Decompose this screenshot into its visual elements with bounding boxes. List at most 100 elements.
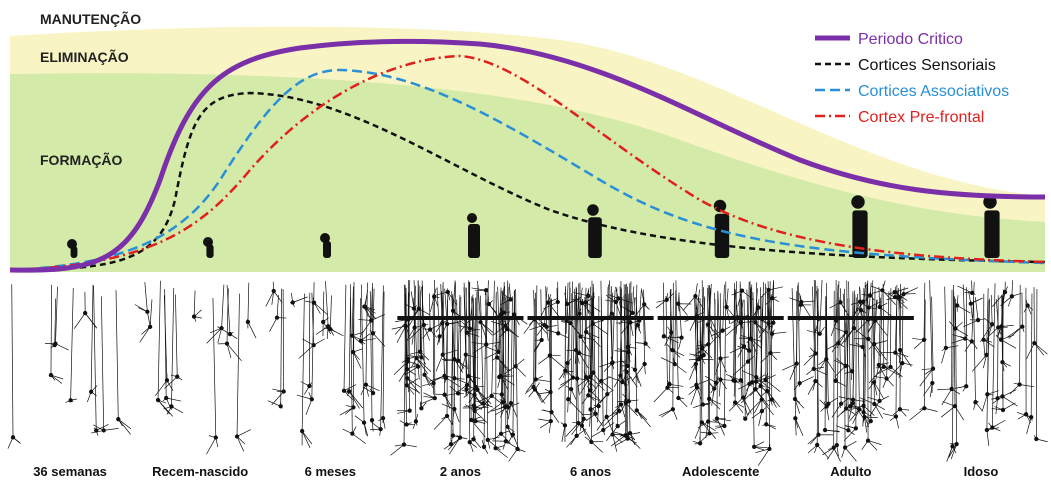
dendrite <box>974 300 976 402</box>
branch <box>74 313 85 329</box>
soma <box>146 310 150 314</box>
branch <box>726 323 740 336</box>
dendrite <box>676 280 678 398</box>
dendrite <box>702 280 703 404</box>
branch <box>659 409 673 416</box>
dendrite <box>116 290 118 419</box>
soma <box>844 364 848 368</box>
soma <box>370 418 374 422</box>
soma <box>379 427 383 431</box>
branch <box>270 318 278 332</box>
soma <box>484 343 488 347</box>
soma <box>868 294 872 298</box>
dendrite <box>509 283 511 299</box>
branch <box>634 304 644 317</box>
dendrite <box>536 285 537 379</box>
branch <box>1020 384 1035 386</box>
dendrite <box>839 297 841 403</box>
soma <box>974 400 978 404</box>
soma <box>381 416 385 420</box>
soma <box>479 320 483 324</box>
dendrite <box>952 285 953 446</box>
soma <box>465 387 469 391</box>
branch <box>864 406 875 416</box>
soma <box>482 445 486 449</box>
soma <box>415 356 419 360</box>
soma <box>969 302 973 306</box>
soma <box>844 330 848 334</box>
soma <box>443 393 447 397</box>
dendrite <box>409 294 410 411</box>
dendrite <box>194 290 195 316</box>
branch <box>637 410 651 426</box>
soma <box>405 423 409 427</box>
soma <box>310 397 314 401</box>
soma <box>963 337 967 341</box>
soma <box>363 305 367 309</box>
branch <box>314 303 328 315</box>
branch <box>85 313 97 328</box>
legend-label: Periodo Critico <box>858 31 963 48</box>
soma <box>748 382 752 386</box>
branch <box>984 340 985 357</box>
branch <box>237 436 244 451</box>
dendrite <box>360 298 361 341</box>
soma <box>839 402 843 406</box>
dendrite <box>852 291 853 371</box>
soma <box>817 433 821 437</box>
soma <box>458 436 462 440</box>
soma <box>469 418 473 422</box>
dendrite <box>879 287 880 307</box>
branch <box>349 391 363 408</box>
zone-label: MANUTENÇÃO <box>40 10 141 27</box>
branch <box>582 426 592 442</box>
dendrite <box>761 296 762 411</box>
dendrite <box>283 289 284 391</box>
branch <box>795 418 803 435</box>
branch <box>496 448 508 458</box>
dendrite <box>373 289 374 334</box>
soma <box>873 402 877 406</box>
branch <box>937 389 951 390</box>
soma <box>1021 325 1025 329</box>
dendrite <box>998 295 999 398</box>
branch <box>971 304 973 318</box>
dendrite <box>94 285 97 430</box>
branch <box>462 355 466 372</box>
dendrite <box>534 290 535 319</box>
soma <box>881 289 885 293</box>
branch <box>248 322 256 338</box>
soma <box>976 318 980 322</box>
branch <box>1003 390 1017 397</box>
branch <box>963 320 978 327</box>
soma <box>566 361 570 365</box>
soma <box>923 406 927 410</box>
dendrite <box>798 282 799 383</box>
dendrite <box>158 281 160 400</box>
soma <box>504 324 508 328</box>
soma <box>669 331 673 335</box>
soma <box>405 376 409 380</box>
soma <box>192 315 196 319</box>
branch <box>299 345 314 358</box>
soma <box>597 404 601 408</box>
branch <box>675 364 687 373</box>
soma <box>556 331 560 335</box>
soma <box>626 437 630 441</box>
soma <box>225 342 229 346</box>
dendrite <box>492 281 495 396</box>
soma <box>571 376 575 380</box>
soma <box>1010 295 1014 299</box>
stage-label: 6 anos <box>570 464 611 479</box>
soma <box>902 292 906 296</box>
dendrite <box>1036 289 1037 439</box>
branch <box>550 356 565 369</box>
branch <box>661 358 675 364</box>
zone-label: ELIMINAÇÃO <box>40 48 129 65</box>
branch <box>430 297 434 312</box>
soma <box>490 394 494 398</box>
soma <box>676 302 680 306</box>
silhouette-body <box>852 210 867 258</box>
soma <box>11 436 15 440</box>
soma <box>566 397 570 401</box>
